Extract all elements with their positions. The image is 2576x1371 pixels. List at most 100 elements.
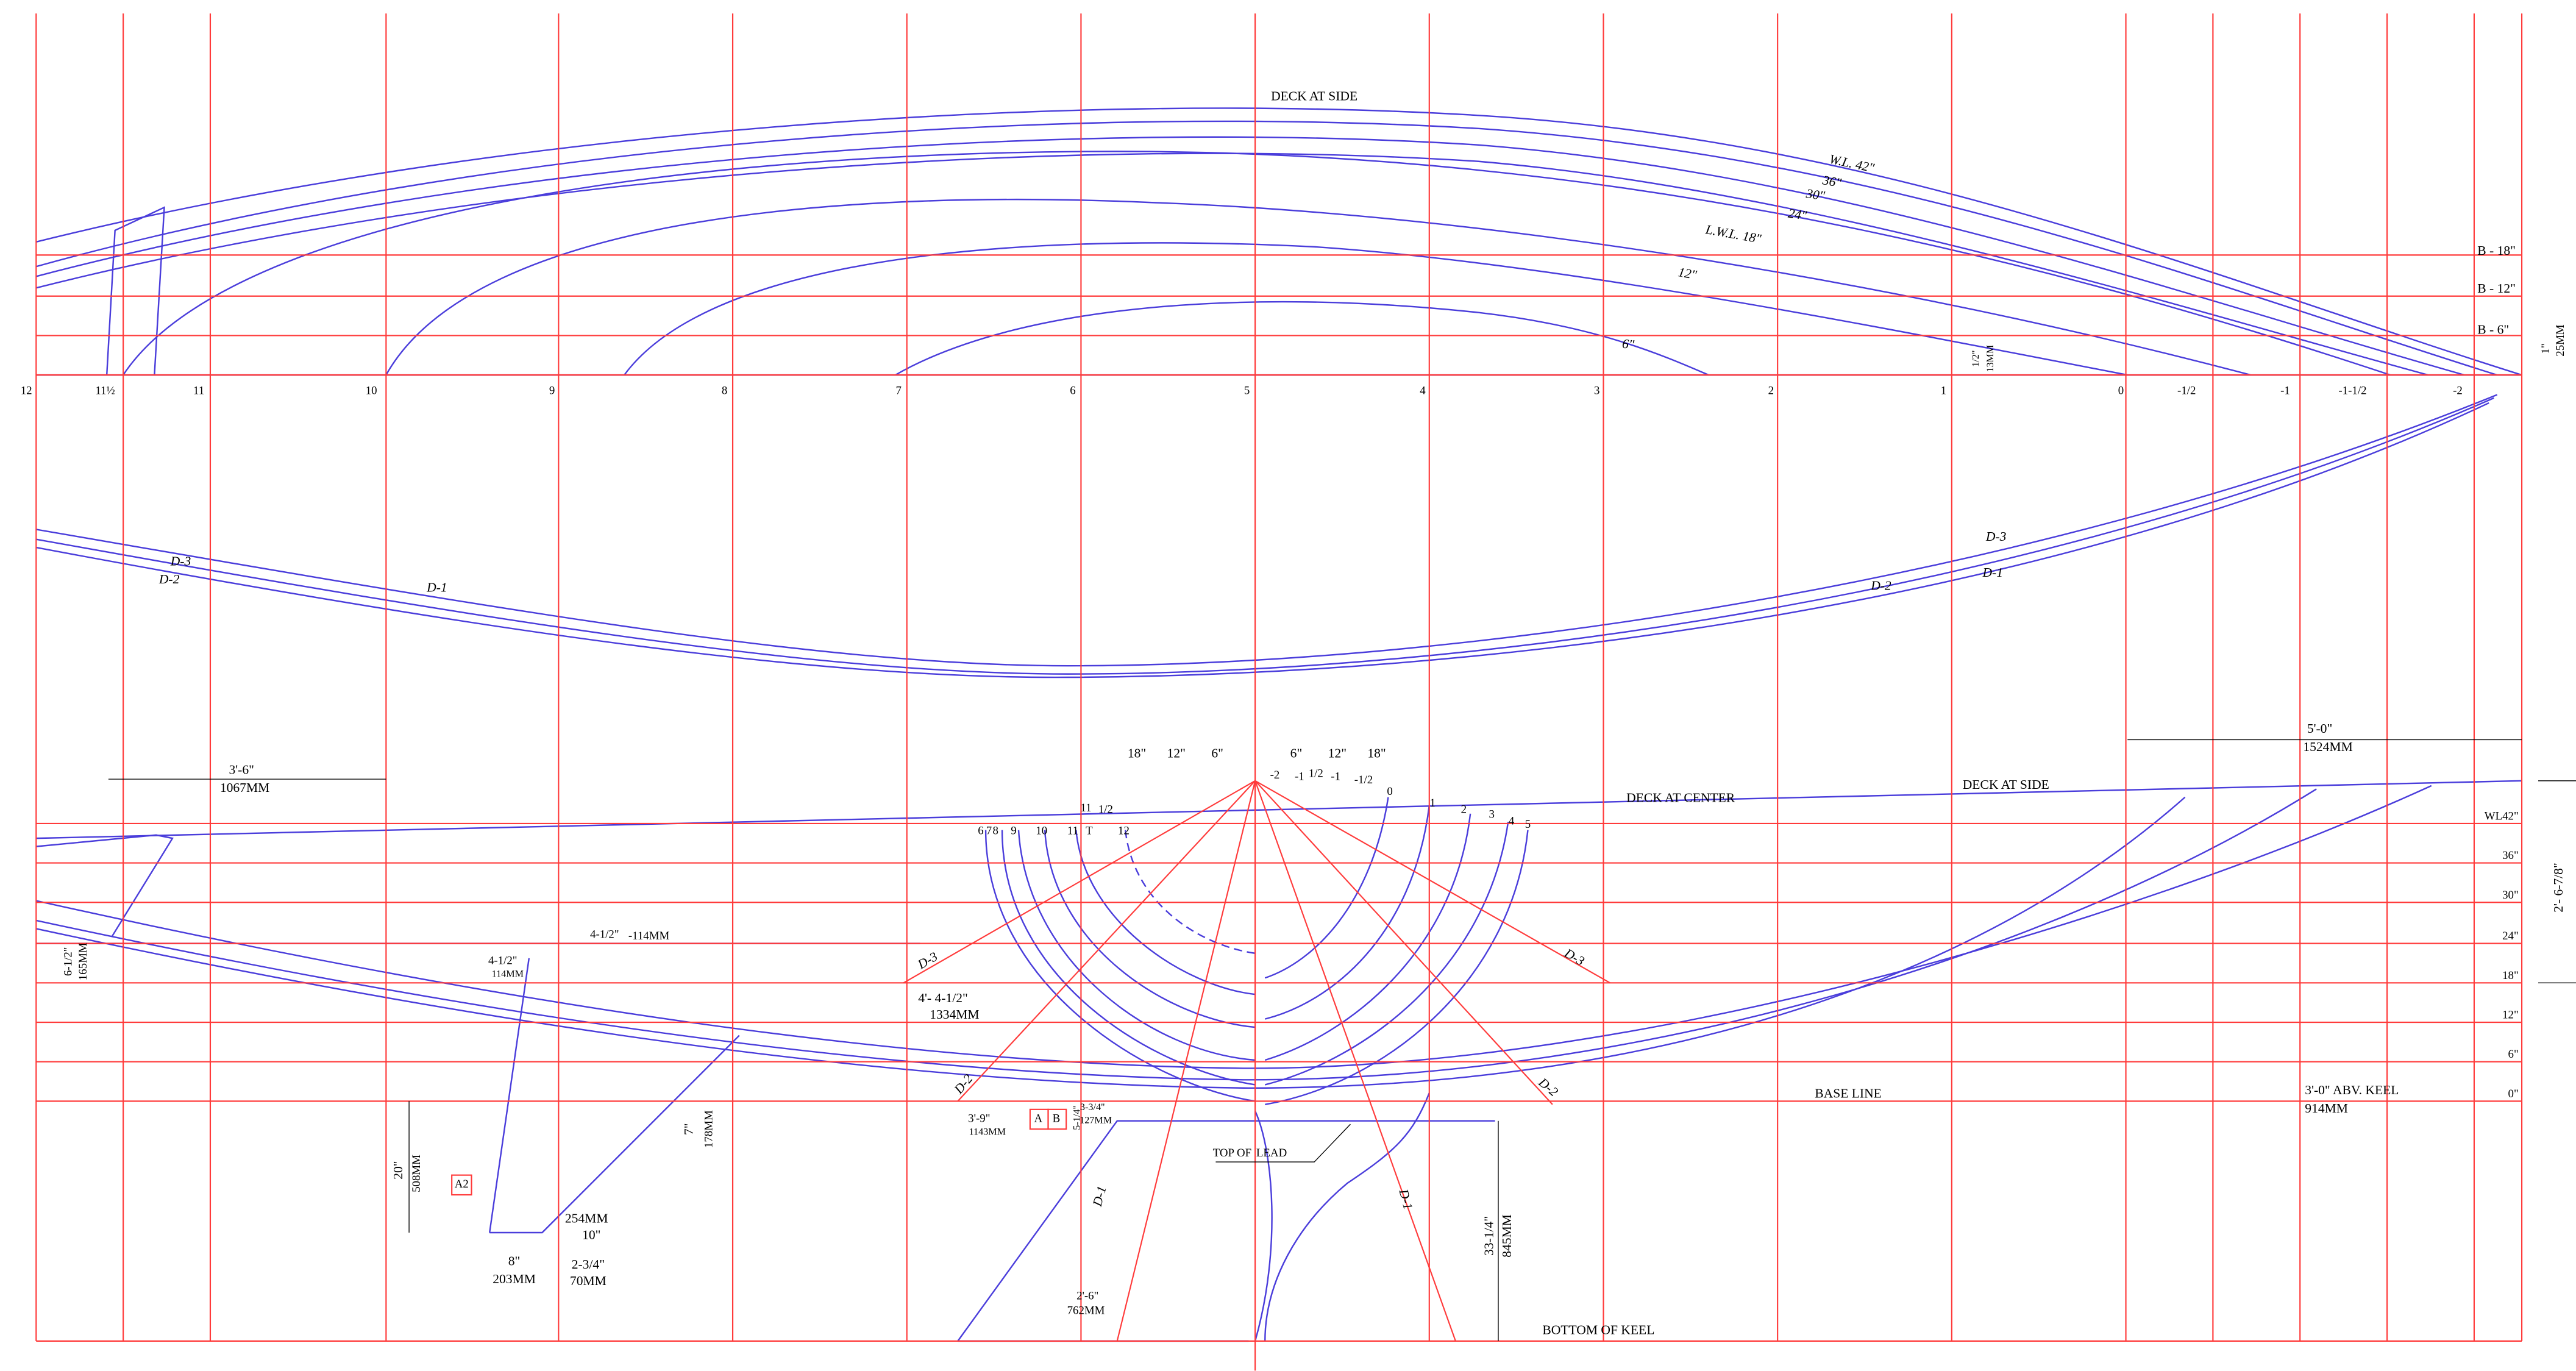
station-label: 0 [1387, 785, 1392, 798]
label: DECK AT SIDE [1963, 777, 2049, 792]
label: 25MM [2554, 324, 2567, 357]
diagonal-label: D-3 [914, 949, 940, 972]
buttock-label: B - 18" [2477, 243, 2516, 258]
station-label: 6 [1070, 384, 1075, 397]
station-label: 5 [1244, 384, 1250, 397]
diagonal-label: D-2 [1535, 1075, 1561, 1100]
label: 70MM [570, 1273, 607, 1288]
box-label: A2 [455, 1178, 469, 1191]
diagonal-label: D-1 [1396, 1187, 1415, 1211]
station-label: 12 [21, 384, 32, 397]
label: 6-1/2" [62, 947, 75, 977]
label: 1/2" [1971, 351, 1981, 367]
waterline-label: 0" [2508, 1088, 2519, 1100]
label: 33-1/4" [1481, 1216, 1496, 1256]
waterline-label: 24" [1787, 206, 1809, 223]
label: 508MM [410, 1155, 423, 1192]
offset-label: 12" [1328, 746, 1347, 761]
buttock-label: B - 6" [2477, 322, 2509, 337]
station-label: 3 [1489, 808, 1494, 821]
station-label: 7 [986, 825, 992, 838]
label: 914MM [2305, 1101, 2348, 1116]
box-label: A [1034, 1112, 1043, 1125]
label: 13MM [1985, 345, 1996, 372]
label: 3'-0" ABV. KEEL [2305, 1083, 2399, 1097]
reference-grid [35, 13, 2576, 1371]
station-label: 12 [1118, 825, 1130, 838]
waterline-label: W.L. 42" [1828, 152, 1876, 176]
station-label: 2 [1768, 384, 1774, 397]
station-label: 10 [1036, 825, 1047, 838]
offset-label: 18" [1367, 746, 1386, 761]
station-label: 0 [2118, 384, 2124, 397]
waterline-label: 6" [1621, 337, 1635, 352]
hull-curves [35, 107, 2522, 1342]
label: 165MM [77, 942, 90, 980]
label: 1524MM [2303, 739, 2352, 754]
label: 762MM [1067, 1305, 1105, 1317]
label: 1143MM [969, 1127, 1006, 1137]
station-label: 1/2 [1098, 803, 1113, 816]
label: 3'-6" [229, 763, 254, 777]
buttock-label: B - 12" [2477, 281, 2516, 296]
station-label: -1-1/2 [2338, 384, 2366, 397]
diagonal-label: D-2 [158, 572, 180, 586]
waterline-label: 12" [2502, 1009, 2519, 1022]
label: 127MM [1080, 1115, 1112, 1125]
label: 7" [681, 1123, 696, 1135]
diagonal-label: D-1 [1982, 565, 2003, 580]
box-label: B [1053, 1112, 1061, 1125]
station-label: 7 [896, 384, 902, 397]
station-label: -2 [1270, 769, 1280, 782]
label: -114MM [628, 930, 670, 942]
station-label: -1/2 [2177, 384, 2196, 397]
label: 1" [2539, 343, 2552, 354]
label: 2'-6" [1076, 1289, 1098, 1302]
station-label: T [1086, 825, 1093, 838]
diagonal-label: D-3 [1562, 945, 1587, 969]
label: 254MM [565, 1211, 608, 1225]
label: TOP OF [1213, 1147, 1251, 1159]
waterline-label: 6" [2508, 1048, 2519, 1061]
diagonal-label: D-3 [170, 554, 191, 568]
waterline-label: L.W.L. 18" [1704, 222, 1763, 246]
station-label: -1 [1295, 771, 1304, 783]
label: LEAD [1256, 1147, 1287, 1159]
label: 4-1/2" [590, 928, 619, 941]
station-label: 2 [1461, 803, 1467, 816]
label: 2'- 6-7/8" [2551, 863, 2566, 913]
station-label: 4 [1509, 815, 1515, 828]
label: 8" [508, 1253, 521, 1268]
station-label: 9 [549, 384, 555, 397]
station-label: 8 [722, 384, 727, 397]
label: 845MM [1500, 1214, 1514, 1258]
offset-label: 6" [1290, 746, 1303, 761]
station-label: 11½ [95, 384, 115, 397]
station-label: 5 [1525, 818, 1531, 831]
diagonal-label: D-2 [1870, 579, 1891, 593]
waterline-label: 24" [2502, 930, 2519, 942]
label: 20" [391, 1161, 405, 1179]
label: BASE LINE [1815, 1086, 1882, 1101]
station-label: -1/2 [1354, 774, 1373, 786]
station-label: 11 [193, 384, 204, 397]
station-label: 11 [1067, 825, 1078, 838]
waterline-label: 12" [1677, 265, 1698, 282]
label: 1334MM [930, 1007, 979, 1022]
label: 3'-9" [968, 1112, 990, 1125]
station-label: -1 [2280, 384, 2290, 397]
station-label: 8 [993, 825, 998, 838]
station-label: -2 [2453, 384, 2463, 397]
waterline-label: 36" [1821, 173, 1843, 190]
label: 4-1/2" [488, 955, 518, 967]
diagonal-label: D-1 [1090, 1184, 1109, 1209]
station-label: 9 [1011, 825, 1016, 838]
waterline-label: WL42" [2485, 810, 2519, 822]
station-label: 1 [1429, 797, 1435, 810]
station-label: 6 [978, 825, 983, 838]
label: 114MM [492, 969, 524, 980]
offset-label: 6" [1211, 746, 1223, 761]
station-label: 3 [1594, 384, 1599, 397]
